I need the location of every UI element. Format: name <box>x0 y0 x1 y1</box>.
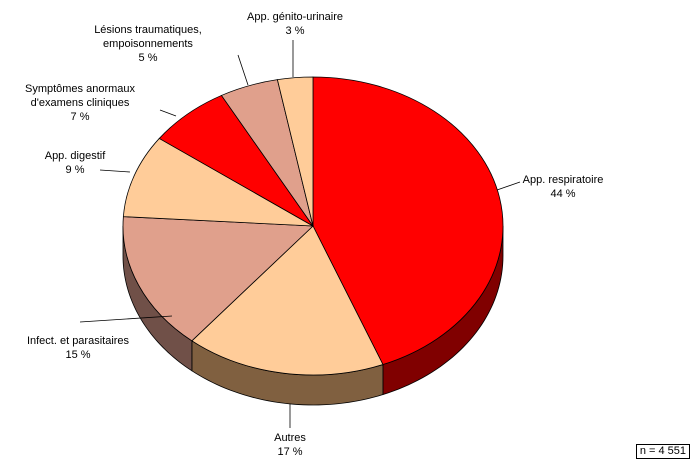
slice-label: Symptômes anormaux d'examens cliniques <box>24 83 136 109</box>
value-label: 9 % <box>65 164 85 176</box>
slice-label: App. respiratoire <box>522 174 604 186</box>
leader-line <box>79 315 173 323</box>
value-label: 5 % <box>138 52 158 64</box>
slice <box>122 137 314 227</box>
slice <box>191 225 384 376</box>
slice <box>122 216 314 342</box>
value-label: 7 % <box>70 111 90 123</box>
value-label: 15 % <box>65 349 91 361</box>
sample-size: n = 4 551 <box>635 444 690 459</box>
leader-line <box>99 169 131 173</box>
slice-label: Autres <box>274 432 306 444</box>
slice-label: App. digestif <box>44 150 106 162</box>
leader-line <box>496 181 521 191</box>
slice <box>312 76 504 366</box>
leader-line <box>237 54 249 86</box>
leader-line <box>159 109 177 117</box>
slice-label: Lésions traumatiques, empoisonnements <box>94 24 202 50</box>
value-label: 3 % <box>285 25 305 37</box>
value-label: 17 % <box>277 446 303 458</box>
slice-label: Infect. et parasitaires <box>26 335 130 347</box>
slice <box>276 76 314 227</box>
value-label: 44 % <box>550 188 576 200</box>
slice-label: App. génito-urinaire <box>246 11 344 23</box>
